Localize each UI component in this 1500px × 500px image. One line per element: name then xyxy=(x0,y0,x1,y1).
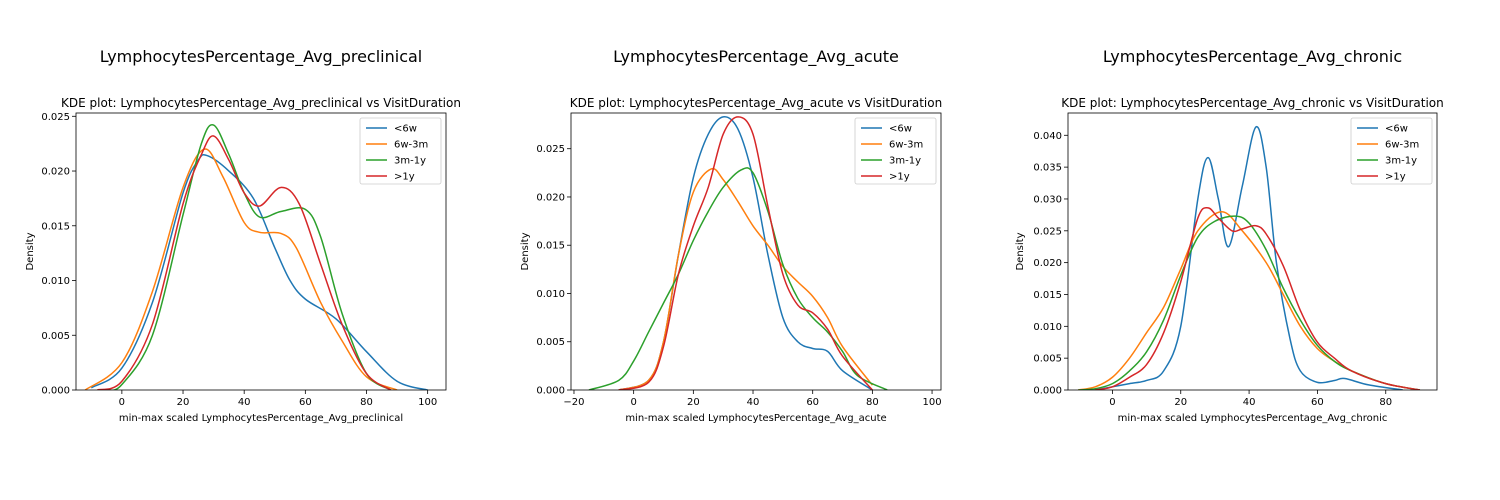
x-axis-label: min-max scaled LymphocytesPercentage_Avg… xyxy=(625,413,886,424)
x-tick-label: 80 xyxy=(360,397,373,408)
axes-frame xyxy=(75,112,447,391)
legend-label: >1y xyxy=(1385,172,1406,183)
axes-title: KDE plot: LymphocytesPercentage_Avg_acut… xyxy=(570,96,942,110)
y-tick-label: 0.005 xyxy=(41,331,70,342)
y-tick-label: 0.010 xyxy=(41,276,70,287)
x-tick-label: 80 xyxy=(1379,397,1392,408)
x-tick-label: 40 xyxy=(238,397,251,408)
subplot-suptitle: LymphocytesPercentage_Avg_preclinical xyxy=(100,47,423,67)
legend-label: <6w xyxy=(394,124,417,135)
series-lines xyxy=(588,116,888,390)
y-axis-label: Density xyxy=(25,232,36,270)
subplot-suptitle: LymphocytesPercentage_Avg_acute xyxy=(613,47,899,67)
series-line-6w3m xyxy=(618,167,873,390)
series-line-6w xyxy=(90,153,428,390)
legend-label: 3m-1y xyxy=(889,156,921,167)
y-axis-label: Density xyxy=(1015,232,1026,270)
x-tick-label: 60 xyxy=(806,397,819,408)
axes-title: KDE plot: LymphocytesPercentage_Avg_chro… xyxy=(1061,96,1444,110)
y-tick-label: 0.015 xyxy=(536,241,565,252)
y-tick-label: 0.040 xyxy=(1033,131,1062,142)
x-tick-label: 100 xyxy=(418,397,437,408)
x-tick-label: 60 xyxy=(1311,397,1324,408)
legend-box xyxy=(854,117,937,185)
series-line-1y xyxy=(97,135,392,390)
y-axis-label: Density xyxy=(520,232,531,270)
legend-label: <6w xyxy=(1385,124,1408,135)
legend-box xyxy=(359,117,442,185)
x-tick-label: 20 xyxy=(1174,397,1187,408)
y-tick-label: 0.030 xyxy=(1033,194,1062,205)
subplot-3: LymphocytesPercentage_Avg_chronic KDE plo… xyxy=(1015,47,1444,424)
x-tick-label: 20 xyxy=(687,397,700,408)
axes-title: KDE plot: LymphocytesPercentage_Avg_prec… xyxy=(61,96,461,110)
legend-label: 6w-3m xyxy=(889,140,923,151)
axes-frame xyxy=(570,112,942,391)
x-tick-label: 40 xyxy=(747,397,760,408)
y-tick-label: 0.005 xyxy=(1033,354,1062,365)
x-axis-label: min-max scaled LymphocytesPercentage_Avg… xyxy=(1118,413,1388,424)
legend-label: <6w xyxy=(889,124,912,135)
x-tick-label: 100 xyxy=(923,397,942,408)
y-tick-label: 0.000 xyxy=(1033,386,1062,397)
legend-label: 6w-3m xyxy=(394,140,428,151)
series-line-6w3m xyxy=(84,148,398,390)
subplot-suptitle: LymphocytesPercentage_Avg_chronic xyxy=(1103,47,1402,67)
legend-label: 3m-1y xyxy=(1385,156,1417,167)
x-tick-label: 0 xyxy=(1109,397,1115,408)
subplot-2: LymphocytesPercentage_Avg_acute KDE plot:… xyxy=(520,47,942,424)
x-tick-label: 0 xyxy=(119,397,125,408)
y-tick-label: 0.020 xyxy=(536,192,565,203)
y-tick-label: 0.005 xyxy=(536,337,565,348)
legend-label: >1y xyxy=(394,172,415,183)
series-line-6w xyxy=(1095,126,1403,390)
y-tick-label: 0.010 xyxy=(1033,322,1062,333)
axes-frame xyxy=(1067,112,1438,391)
series-line-1y xyxy=(1095,206,1421,390)
series-line-3m1y xyxy=(1078,215,1421,390)
y-tick-label: 0.000 xyxy=(536,386,565,397)
x-axis-label: min-max scaled LymphocytesPercentage_Avg… xyxy=(119,413,403,424)
series-lines xyxy=(84,123,428,390)
legend-label: 3m-1y xyxy=(394,156,426,167)
y-tick-label: 0.025 xyxy=(536,144,565,155)
y-tick-label: 0.025 xyxy=(41,112,70,123)
legend-label: 6w-3m xyxy=(1385,140,1419,151)
series-lines xyxy=(1078,126,1421,390)
x-tick-label: 40 xyxy=(1243,397,1256,408)
series-line-1y xyxy=(618,116,873,390)
x-tick-label: 80 xyxy=(866,397,879,408)
y-tick-label: 0.010 xyxy=(536,289,565,300)
x-tick-label: 60 xyxy=(299,397,312,408)
x-tick-label: 20 xyxy=(177,397,190,408)
y-tick-label: 0.020 xyxy=(1033,258,1062,269)
legend: <6w 6w-3m 3m-1y >1y xyxy=(854,117,937,185)
subplot-1: LymphocytesPercentage_Avg_preclinical KDE… xyxy=(25,47,461,424)
legend: <6w 6w-3m 3m-1y >1y xyxy=(359,117,442,185)
y-tick-label: 0.025 xyxy=(1033,226,1062,237)
x-tick-label: 0 xyxy=(630,397,636,408)
y-tick-label: 0.015 xyxy=(1033,290,1062,301)
legend-label: >1y xyxy=(889,172,910,183)
y-tick-label: 0.000 xyxy=(41,386,70,397)
y-tick-label: 0.035 xyxy=(1033,163,1062,174)
y-tick-label: 0.020 xyxy=(41,167,70,178)
x-tick-label: −20 xyxy=(563,397,584,408)
series-line-3m1y xyxy=(588,167,888,390)
legend: <6w 6w-3m 3m-1y >1y xyxy=(1350,117,1433,185)
y-tick-label: 0.015 xyxy=(41,221,70,232)
legend-box xyxy=(1350,117,1433,185)
